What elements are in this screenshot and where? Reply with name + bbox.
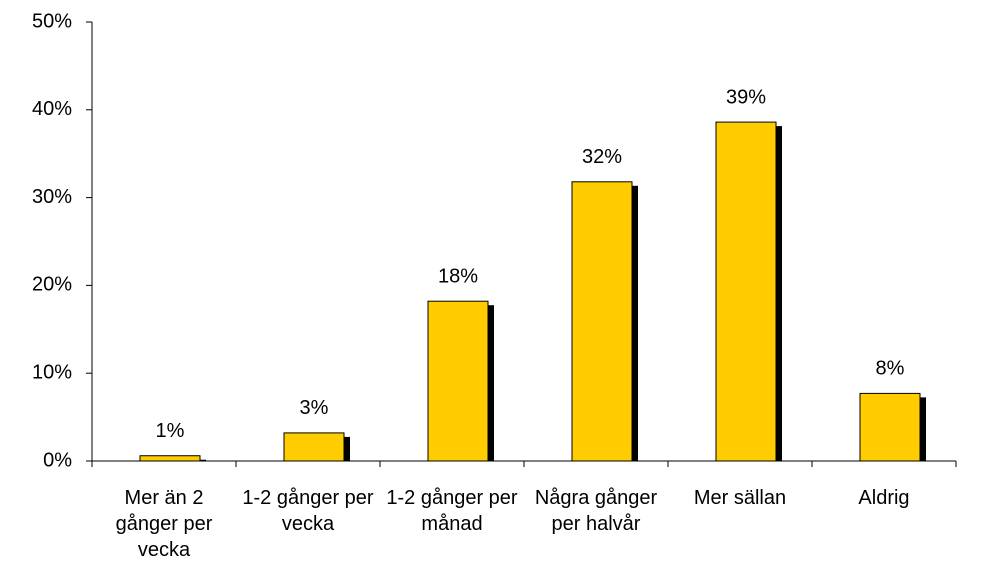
y-tick-label: 0% [43,449,72,471]
value-label: 39% [726,86,766,108]
value-label: 3% [300,397,329,419]
bar [715,121,777,462]
y-tick-label: 10% [32,361,72,383]
y-tick-label: 40% [32,98,72,120]
x-tick-label: Aldrig [858,487,910,509]
bar [571,181,633,462]
value-label: 1% [156,420,185,442]
x-tick-label: 1-2 gånger per månad [386,487,518,535]
value-label: 18% [438,265,478,287]
value-label: 8% [876,358,905,380]
x-tick-label: Mer än 2 gånger per vecka [115,487,213,561]
x-tick-label: Mer sällan [693,487,787,509]
x-tick-label: 1-2 gånger per vecka [242,487,374,535]
y-tick-label: 30% [32,186,72,208]
bar [139,455,201,462]
y-tick-label: 20% [32,274,72,296]
value-label: 32% [582,146,622,168]
bar [283,432,345,462]
bar [859,392,921,462]
y-tick-label: 50% [32,10,72,32]
bar [427,300,489,462]
x-tick-label: Några gånger per halvår [534,487,658,535]
